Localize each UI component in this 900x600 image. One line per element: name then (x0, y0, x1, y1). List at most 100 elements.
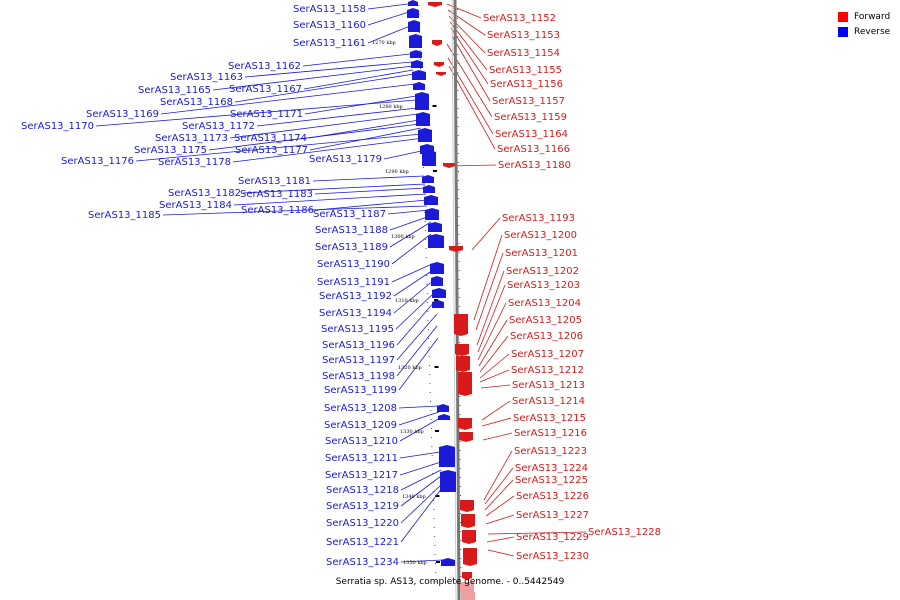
reverse-gene-label[interactable]: SerAS13_1210 (325, 436, 398, 447)
reverse-gene-label[interactable]: SerAS13_1167 (229, 84, 302, 95)
forward-gene-label[interactable]: SerAS13_1229 (516, 532, 589, 543)
reverse-gene-label[interactable]: SerAS13_1172 (182, 121, 255, 132)
forward-gene-label[interactable]: SerAS13_1207 (511, 349, 584, 360)
reverse-gene-feature[interactable] (428, 234, 444, 248)
forward-gene-label[interactable]: SerAS13_1224 (515, 463, 588, 474)
reverse-gene-label[interactable]: SerAS13_1168 (160, 97, 233, 108)
reverse-gene-label[interactable]: SerAS13_1218 (326, 485, 399, 496)
forward-gene-label[interactable]: SerAS13_1200 (504, 230, 577, 241)
reverse-gene-label[interactable]: SerAS13_1179 (309, 154, 382, 165)
reverse-gene-feature[interactable] (415, 92, 429, 110)
reverse-gene-label[interactable]: SerAS13_1221 (326, 537, 399, 548)
forward-gene-feature[interactable] (458, 418, 472, 430)
reverse-gene-feature[interactable] (408, 0, 418, 6)
forward-gene-label[interactable]: SerAS13_1223 (514, 446, 587, 457)
reverse-gene-label[interactable]: SerAS13_1194 (319, 308, 392, 319)
reverse-gene-feature[interactable] (425, 208, 439, 220)
reverse-gene-label[interactable]: SerAS13_1162 (228, 61, 301, 72)
reverse-gene-feature[interactable] (440, 470, 456, 492)
reverse-gene-label[interactable]: SerAS13_1160 (293, 20, 366, 31)
reverse-gene-feature[interactable] (438, 414, 450, 420)
forward-gene-label[interactable]: SerAS13_1228 (588, 527, 661, 538)
reverse-gene-label[interactable]: SerAS13_1182 (168, 188, 241, 199)
forward-gene-feature[interactable] (462, 530, 476, 544)
reverse-gene-label[interactable]: SerAS13_1158 (293, 4, 366, 15)
forward-gene-feature[interactable] (459, 432, 473, 442)
reverse-gene-feature[interactable] (413, 82, 425, 90)
forward-gene-feature[interactable] (436, 72, 446, 76)
forward-gene-label[interactable]: SerAS13_1193 (502, 213, 575, 224)
reverse-gene-label[interactable]: SerAS13_1181 (238, 176, 311, 187)
forward-gene-feature[interactable] (463, 548, 477, 566)
forward-gene-label[interactable]: SerAS13_1203 (507, 280, 580, 291)
reverse-gene-feature[interactable] (430, 262, 444, 274)
forward-gene-label[interactable]: SerAS13_1216 (514, 428, 587, 439)
reverse-gene-label[interactable]: SerAS13_1219 (326, 501, 399, 512)
reverse-gene-label[interactable]: SerAS13_1176 (61, 156, 134, 167)
reverse-gene-label[interactable]: SerAS13_1185 (88, 210, 161, 221)
reverse-gene-label[interactable]: SerAS13_1169 (86, 109, 159, 120)
reverse-gene-label[interactable]: SerAS13_1190 (317, 259, 390, 270)
reverse-gene-feature[interactable] (441, 558, 455, 566)
reverse-gene-label[interactable]: SerAS13_1189 (315, 242, 388, 253)
reverse-gene-label[interactable]: SerAS13_1184 (159, 200, 232, 211)
reverse-gene-feature[interactable] (432, 300, 444, 308)
forward-gene-label[interactable]: SerAS13_1166 (497, 144, 570, 155)
reverse-gene-label[interactable]: SerAS13_1175 (134, 145, 207, 156)
forward-gene-label[interactable]: SerAS13_1214 (512, 396, 585, 407)
reverse-gene-label[interactable]: SerAS13_1196 (322, 340, 395, 351)
reverse-gene-label[interactable]: SerAS13_1173 (155, 133, 228, 144)
reverse-gene-label[interactable]: SerAS13_1192 (319, 291, 392, 302)
forward-gene-label[interactable]: SerAS13_1215 (513, 413, 586, 424)
reverse-gene-label[interactable]: SerAS13_1209 (324, 420, 397, 431)
forward-gene-label[interactable]: SerAS13_1225 (515, 475, 588, 486)
forward-gene-label[interactable]: SerAS13_1152 (483, 13, 556, 24)
reverse-gene-feature[interactable] (418, 128, 432, 142)
forward-gene-label[interactable]: SerAS13_1164 (495, 129, 568, 140)
forward-gene-feature[interactable] (449, 246, 463, 252)
reverse-gene-label[interactable]: SerAS13_1163 (170, 72, 243, 83)
forward-gene-label[interactable]: SerAS13_1212 (511, 365, 584, 376)
reverse-gene-label[interactable]: SerAS13_1186 (241, 205, 314, 216)
forward-gene-feature[interactable] (455, 344, 469, 356)
forward-gene-feature[interactable] (432, 40, 442, 46)
forward-gene-feature[interactable] (462, 572, 472, 580)
forward-gene-label[interactable]: SerAS13_1155 (489, 65, 562, 76)
reverse-gene-label[interactable]: SerAS13_1178 (158, 157, 231, 168)
forward-gene-label[interactable]: SerAS13_1154 (487, 48, 560, 59)
forward-gene-label[interactable]: SerAS13_1227 (516, 510, 589, 521)
reverse-gene-feature[interactable] (409, 34, 422, 48)
reverse-gene-feature[interactable] (416, 112, 430, 126)
reverse-gene-label[interactable]: SerAS13_1165 (138, 85, 211, 96)
forward-gene-label[interactable]: SerAS13_1201 (505, 248, 578, 259)
reverse-gene-feature[interactable] (410, 50, 422, 58)
reverse-gene-label[interactable]: SerAS13_1174 (234, 133, 307, 144)
forward-gene-label[interactable]: SerAS13_1230 (516, 551, 589, 562)
forward-gene-label[interactable]: SerAS13_1205 (509, 315, 582, 326)
reverse-gene-label[interactable]: SerAS13_1188 (315, 225, 388, 236)
reverse-gene-label[interactable]: SerAS13_1197 (322, 355, 395, 366)
forward-gene-label[interactable]: SerAS13_1156 (490, 79, 563, 90)
forward-gene-label[interactable]: SerAS13_1202 (506, 266, 579, 277)
forward-gene-label[interactable]: SerAS13_1180 (498, 160, 571, 171)
forward-gene-feature[interactable] (456, 356, 470, 372)
forward-gene-label[interactable]: SerAS13_1157 (492, 96, 565, 107)
reverse-gene-feature[interactable] (439, 445, 455, 467)
reverse-gene-feature[interactable] (437, 404, 449, 412)
forward-gene-label[interactable]: SerAS13_1206 (510, 331, 583, 342)
forward-gene-label[interactable]: SerAS13_1159 (494, 112, 567, 123)
reverse-gene-feature[interactable] (432, 288, 446, 298)
reverse-gene-label[interactable]: SerAS13_1183 (240, 189, 313, 200)
forward-gene-feature[interactable] (434, 62, 444, 67)
forward-gene-feature[interactable] (443, 163, 455, 168)
reverse-gene-label[interactable]: SerAS13_1198 (322, 371, 395, 382)
reverse-gene-label[interactable]: SerAS13_1199 (324, 385, 397, 396)
reverse-gene-label[interactable]: SerAS13_1217 (325, 470, 398, 481)
reverse-gene-label[interactable]: SerAS13_1161 (293, 38, 366, 49)
reverse-gene-label[interactable]: SerAS13_1220 (326, 518, 399, 529)
reverse-gene-label[interactable]: SerAS13_1211 (325, 453, 398, 464)
forward-gene-label[interactable]: SerAS13_1213 (512, 380, 585, 391)
reverse-gene-feature[interactable] (424, 195, 438, 205)
legend-item-reverse[interactable]: Reverse (838, 24, 890, 39)
reverse-gene-label[interactable]: SerAS13_1187 (313, 209, 386, 220)
